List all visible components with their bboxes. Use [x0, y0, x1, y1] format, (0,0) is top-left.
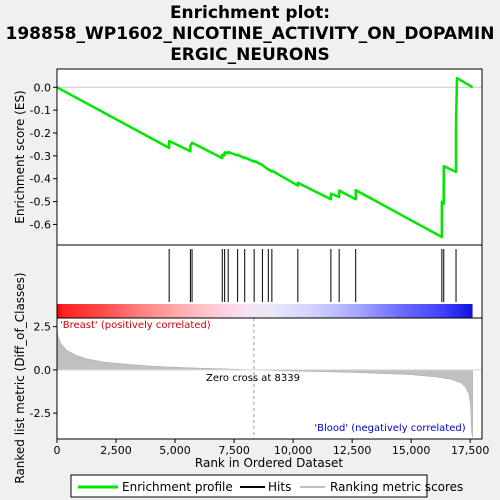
metric-y-tick-label-2: -2.5 [30, 407, 51, 420]
x-tick-label-4: 10,000 [274, 444, 313, 457]
metric-y-tick-label-1: 0.0 [34, 364, 52, 377]
x-tick-label-2: 5,000 [159, 444, 191, 457]
legend-enrichment-label: Enrichment profile [122, 480, 233, 494]
gradient-layer [57, 304, 473, 318]
enrichment-profile-line [56, 76, 474, 239]
metric-layer [56, 318, 482, 439]
es-y-tick-label-0: 0.0 [34, 81, 52, 94]
plot-frame [56, 68, 483, 440]
x-axis-label: Rank in Ordered Dataset [195, 456, 343, 470]
x-tick-label-7: 17,500 [451, 444, 490, 457]
x-tick-label-0: 0 [54, 444, 61, 457]
ranking-metric-area [56, 325, 473, 438]
es-y-tick-label-1: -0.1 [30, 104, 51, 117]
es-panel [57, 69, 482, 245]
x-tick-label-5: 12,500 [333, 444, 372, 457]
negative-correlation-label: 'Blood' (negatively correlated) [314, 423, 465, 434]
es-y-tick-label-6: -0.6 [30, 218, 51, 231]
metric-panel [57, 318, 482, 439]
es-y-tick-label-2: -0.2 [30, 127, 51, 140]
title-line-1: Enrichment plot: [170, 3, 330, 23]
x-tick-label-3: 7,500 [218, 444, 250, 457]
es-y-tick-label-4: -0.4 [30, 173, 51, 186]
zero-cross-label: Zero cross at 8339 [206, 373, 300, 384]
es-layer [56, 76, 482, 239]
legend-metric-label: Ranking metric scores [330, 480, 463, 494]
legend-hits-label: Hits [268, 480, 291, 494]
metric-y-tick-label-0: 2.5 [34, 321, 52, 334]
x-tick-label-6: 15,000 [392, 444, 431, 457]
hits-layer [168, 249, 457, 302]
metric-y-axis-label: Ranked list metric (Diff_of_Classes) [13, 272, 27, 483]
axis-layer: 0.0 -0.1 -0.2 -0.3 -0.4 -0.5 -0.6 2.5 0.0 -2.5 0 2,… [30, 81, 490, 457]
es-y-tick-label-5: -0.5 [30, 196, 51, 209]
es-y-axis-label: Enrichment score (ES) [13, 90, 27, 223]
es-y-tick-label-3: -0.3 [30, 150, 51, 163]
x-tick-label-1: 2,500 [100, 444, 132, 457]
rank-gradient-bar [57, 304, 473, 318]
positive-correlation-label: 'Breast' (positively correlated) [60, 320, 211, 331]
title-line-2: 198858_WP1602_NICOTINE_ACTIVITY_ON_DOPAM… [6, 24, 495, 44]
title-line-3: ERGIC_NEURONS [170, 45, 330, 65]
hits-panel [57, 245, 482, 304]
